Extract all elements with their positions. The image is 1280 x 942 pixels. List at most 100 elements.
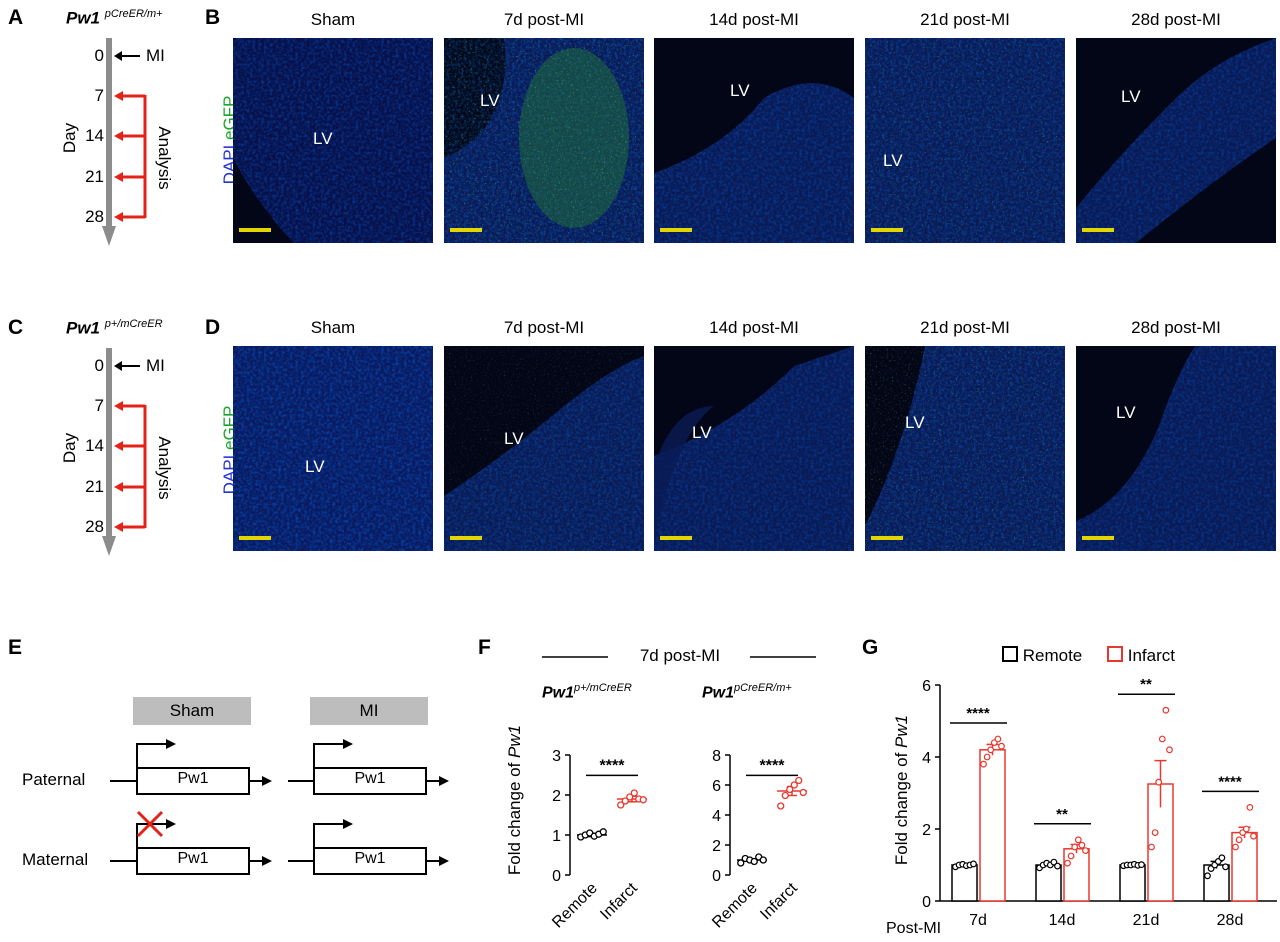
data-point <box>799 788 807 797</box>
data-point <box>1166 746 1173 754</box>
micrograph-b-28d: LV <box>1076 38 1276 243</box>
data-point <box>1232 843 1239 851</box>
timeline-a: Pw1 pCreER/m+ 0 7 14 21 28 MI Day Analys… <box>0 0 200 250</box>
lv-label: LV <box>313 129 333 148</box>
lv-label: LV <box>1116 403 1136 422</box>
col-title-sham: Sham <box>310 318 356 337</box>
legend-infarct-label: Infarct <box>1127 646 1175 665</box>
data-point <box>1138 861 1145 869</box>
data-point <box>1064 859 1071 867</box>
timeline-arrowhead <box>102 226 116 246</box>
scale-bar <box>871 228 903 232</box>
col-title-7d: 7d post-MI <box>503 318 585 337</box>
genotype-superscript: pCreER/m+ <box>104 8 163 20</box>
col-title-28d: 28d post-MI <box>1131 318 1221 337</box>
bar <box>1119 864 1146 902</box>
x-tick-label: Remote <box>549 880 601 932</box>
timeline-a-genotype: Pw1 pCreER/m+ <box>66 8 163 29</box>
x-tick-label: Remote <box>709 880 761 932</box>
bar <box>951 864 978 902</box>
data-point <box>1204 872 1211 880</box>
col-title-sham: Sham <box>310 10 356 29</box>
x-tick-label: Infarct <box>597 879 641 923</box>
significance-label: **** <box>966 705 990 722</box>
micrograph-b-7d: LV <box>444 38 644 243</box>
mi-header: MI <box>310 697 428 725</box>
y-tick-label: 6 <box>712 778 721 795</box>
panel-f: 7d post-MI Pw1p+/mCreER Pw1pCreER/m+ Fol… <box>470 640 850 940</box>
panel-letter-e: E <box>8 636 23 659</box>
postmi-label: Post-MI <box>886 920 942 937</box>
data-point <box>1235 836 1243 844</box>
micrograph-row-b: Sham 7d post-MI 14d post-MI 21d post-MI … <box>233 10 1278 243</box>
tick-21: 21 <box>85 477 104 496</box>
panel-f-header: 7d post-MI <box>639 646 721 665</box>
genotype-name: Pw1 <box>66 318 101 338</box>
significance-label: ** <box>1140 676 1152 693</box>
significance-label: **** <box>1218 773 1242 790</box>
tick-0: 0 <box>94 356 104 375</box>
gene-box-label: Pw1 <box>354 770 386 787</box>
tick-14: 14 <box>85 436 104 455</box>
scale-bar <box>1082 228 1114 232</box>
data-point <box>1151 829 1159 837</box>
data-point <box>1148 843 1155 851</box>
data-point <box>1054 862 1061 870</box>
timeline-c: Pw1 p+/mCreER 0 7 14 21 28 MI Day Analys… <box>0 310 200 560</box>
data-point <box>1222 863 1229 871</box>
genotype-superscript: p+/mCreER <box>104 318 163 330</box>
data-point <box>1162 706 1170 714</box>
data-point <box>621 797 629 805</box>
panel-letter-b: B <box>205 6 221 29</box>
data-point <box>1158 735 1166 743</box>
data-point <box>1078 841 1086 849</box>
lv-label: LV <box>883 151 903 170</box>
gene-diagram <box>110 739 449 875</box>
micrograph-d-7d: LV <box>444 346 644 551</box>
x-tick-label: Infarct <box>757 879 801 923</box>
f-plot1-title: Pw1p+/mCreER <box>542 682 632 702</box>
g-plot: 0 2 4 6 **** 7d ** 14d ** 21d **** 28d <box>922 676 1277 929</box>
tick-7: 7 <box>94 86 104 105</box>
data-point <box>970 860 977 868</box>
maternal-label: Maternal <box>22 850 89 869</box>
micrograph-d-14d: LV <box>654 346 854 551</box>
y-tick-label: 0 <box>552 868 561 885</box>
micrograph-row-d: Sham 7d post-MI 14d post-MI 21d post-MI … <box>233 318 1278 551</box>
timeline-a-drawing <box>102 38 147 246</box>
scale-bar <box>239 228 271 232</box>
micrograph-d-28d: LV <box>1076 346 1276 551</box>
col-title-21d: 21d post-MI <box>920 318 1010 337</box>
gene-box-label: Pw1 <box>354 850 386 867</box>
col-title-7d: 7d post-MI <box>503 10 585 29</box>
col-title-21d: 21d post-MI <box>920 10 1010 29</box>
timeline-arrowhead <box>102 536 116 556</box>
legend-remote-swatch <box>1002 646 1018 662</box>
data-point <box>790 781 798 789</box>
mi-arrowhead <box>114 361 122 371</box>
y-tick-label: 0 <box>712 868 721 885</box>
data-point <box>639 796 647 804</box>
analysis-arrowheads <box>114 401 123 532</box>
x-tick-label: 21d <box>1133 912 1160 929</box>
legend-infarct-swatch <box>1107 646 1123 662</box>
y-tick-label: 4 <box>922 750 931 767</box>
data-point <box>994 735 1002 743</box>
lv-label: LV <box>504 429 524 448</box>
tick-0: 0 <box>94 46 104 65</box>
lv-label: LV <box>480 91 500 110</box>
f-ylabel: Fold change of Pw1 <box>505 720 525 880</box>
data-point <box>1246 803 1254 811</box>
data-point <box>1082 847 1089 855</box>
significance-label: **** <box>600 757 626 774</box>
scale-bar <box>239 536 271 540</box>
y-tick-label: 2 <box>552 788 561 805</box>
tick-28: 28 <box>85 517 104 536</box>
data-point <box>777 802 785 810</box>
scale-bar <box>450 536 482 540</box>
y-tick-label: 3 <box>552 748 561 765</box>
col-title-14d: 14d post-MI <box>709 10 799 29</box>
data-point <box>1218 854 1226 862</box>
day-label: Day <box>60 432 79 464</box>
